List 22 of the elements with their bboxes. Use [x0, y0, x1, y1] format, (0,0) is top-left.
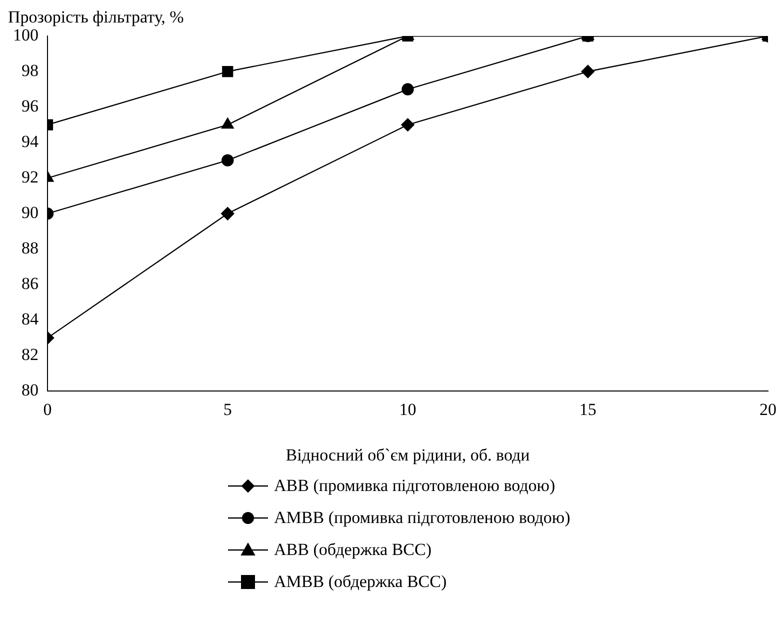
legend-label: АМВВ (промивка підготовленою водою): [274, 508, 570, 528]
y-tick-label: 96: [22, 96, 38, 116]
legend-label: АМВВ (обдержка ВСС): [274, 572, 447, 592]
x-tick-label: 0: [43, 400, 52, 419]
y-axis-title: Прозорість фільтрату, %: [8, 7, 184, 26]
legend-label: АВВ (обдержка ВСС): [274, 540, 432, 560]
legend-label: АВВ (промивка підготовленою водою): [274, 476, 556, 496]
y-tick-label: 100: [13, 25, 38, 44]
x-tick-label: 15: [579, 400, 596, 419]
y-tick-label: 94: [22, 132, 39, 152]
y-tick-label: 88: [22, 238, 38, 258]
y-tick-label: 86: [22, 274, 38, 294]
x-tick-label: 10: [399, 400, 416, 419]
y-tick-label: 90: [22, 203, 38, 222]
y-tick-label: 84: [22, 310, 39, 329]
y-tick-label: 98: [22, 60, 38, 80]
y-tick-label: 82: [22, 345, 38, 364]
x-tick-label: 5: [223, 400, 232, 419]
x-tick-label: 20: [760, 400, 776, 419]
x-axis-title: Відносний об`єм рідини, об. води: [286, 445, 530, 464]
y-tick-label: 92: [22, 168, 38, 187]
y-tick-label: 80: [22, 380, 38, 400]
